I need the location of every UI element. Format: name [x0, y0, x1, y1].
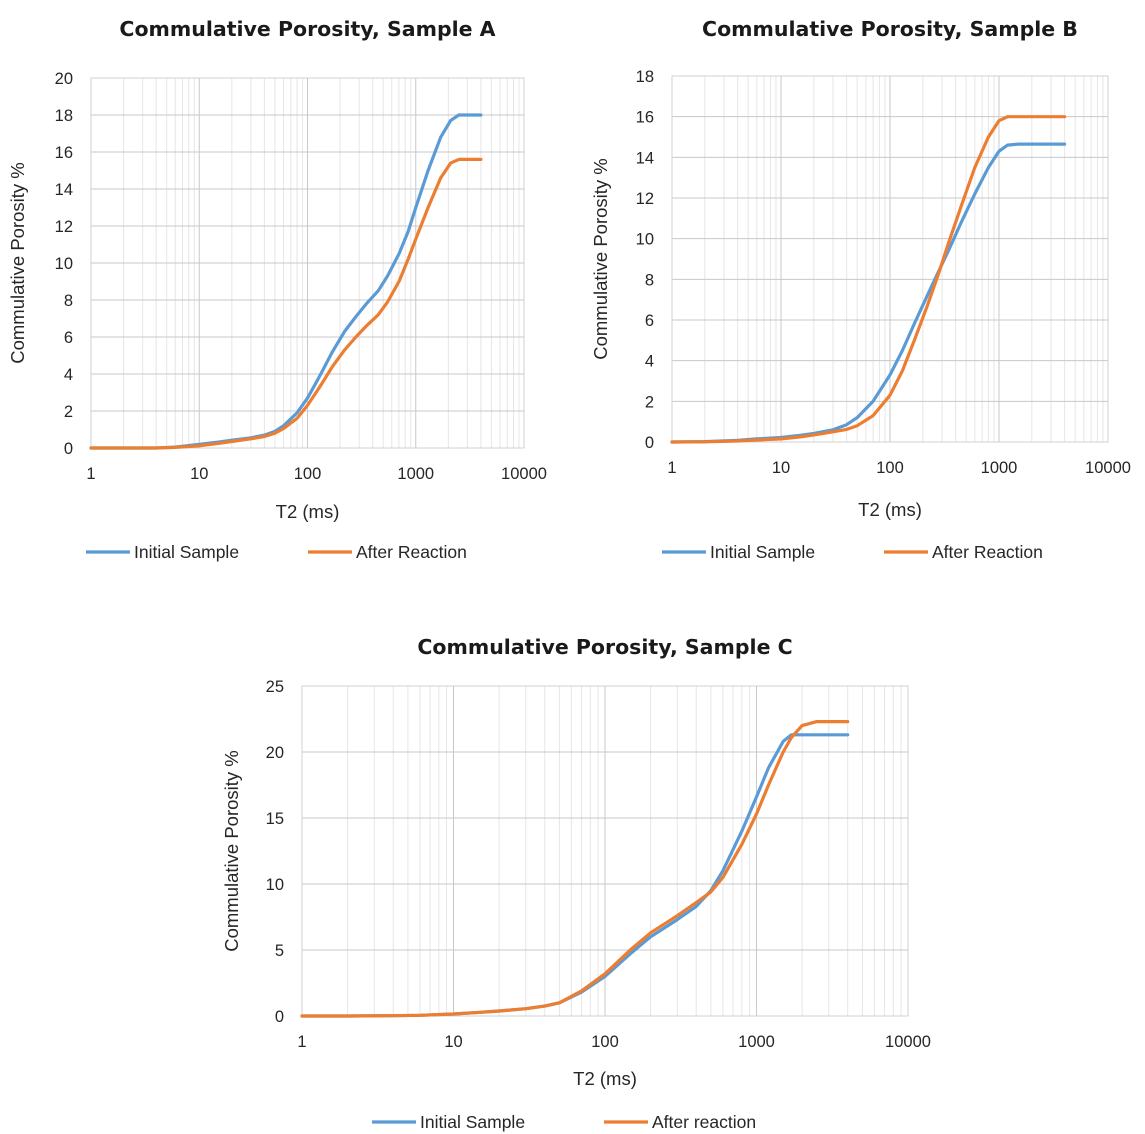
y-tick-label: 15	[266, 810, 284, 828]
y-tick-label: 8	[64, 292, 73, 310]
x-axis-label: T2 (ms)	[858, 499, 922, 520]
series-line-initial-sample	[670, 142, 1067, 444]
y-tick-label: 18	[636, 68, 654, 86]
x-tick-label: 1	[297, 1033, 306, 1051]
x-tick-label: 1	[86, 465, 95, 483]
x-tick-label: 10	[190, 465, 208, 483]
legend-label: After reaction	[652, 1112, 756, 1132]
y-tick-label: 10	[266, 876, 284, 894]
series-line-after-reaction	[89, 157, 483, 450]
chart-sample-a-svg: Commulative Porosity, Sample A 0 2 4 6 8 10 12 1…	[7, 17, 547, 562]
series-line-initial-sample	[89, 113, 483, 450]
y-tick-label: 4	[64, 366, 73, 384]
legend: Initial Sample After reaction	[372, 1112, 756, 1132]
chart-title: Commulative Porosity, Sample A	[119, 17, 495, 41]
y-tick-label: 14	[636, 149, 654, 167]
chart-sample-c-svg: Commulative Porosity, Sample C 0 5 10 15 20 25…	[221, 635, 931, 1132]
legend: Initial Sample After Reaction	[662, 542, 1043, 562]
x-tick-label: 10000	[885, 1033, 931, 1051]
legend-label: Initial Sample	[710, 542, 815, 562]
chart-sample-c: Commulative Porosity, Sample C 0 5 10 15 20 25…	[0, 620, 1145, 1134]
legend-label: After Reaction	[356, 542, 467, 562]
plot-frame	[90, 77, 525, 449]
y-tick-label: 16	[55, 144, 73, 162]
plot-grid	[301, 685, 909, 1017]
legend-label: Initial Sample	[134, 542, 239, 562]
y-tick-label: 5	[275, 942, 284, 960]
chart-sample-b: Commulative Porosity, Sample B 0 2 4 6 8 10 12 1…	[572, 0, 1145, 590]
y-tick-label: 4	[645, 353, 654, 371]
x-tick-label: 10000	[501, 465, 547, 483]
x-tick-label: 1	[667, 459, 676, 477]
x-tick-label: 10	[444, 1033, 462, 1051]
y-tick-label: 20	[266, 744, 284, 762]
x-tick-label: 1000	[981, 459, 1018, 477]
y-tick-label: 0	[64, 440, 73, 458]
series-line-after-reaction	[300, 719, 850, 1018]
y-tick-label: 8	[645, 271, 654, 289]
x-axis-label: T2 (ms)	[276, 501, 340, 522]
x-tick-label: 100	[294, 465, 322, 483]
y-tick-label: 20	[55, 70, 73, 88]
y-tick-label: 16	[636, 109, 654, 127]
x-tick-label: 100	[591, 1033, 619, 1051]
plot-grid	[671, 75, 1109, 443]
x-tick-label: 100	[876, 459, 904, 477]
x-axis-label: T2 (ms)	[573, 1068, 637, 1089]
y-axis-label: Commulative Porosity %	[590, 158, 611, 360]
x-tick-label: 10	[772, 459, 790, 477]
x-tick-label: 1000	[397, 465, 434, 483]
chart-title: Commulative Porosity, Sample C	[417, 635, 792, 659]
legend: Initial Sample After Reaction	[86, 542, 467, 562]
x-tick-label: 10000	[1085, 459, 1131, 477]
y-tick-label: 6	[645, 312, 654, 330]
chart-sample-a: Commulative Porosity, Sample A 0 2 4 6 8 10 12 1…	[0, 0, 572, 590]
plot-frame	[301, 685, 909, 1017]
series-line-initial-sample	[300, 733, 850, 1018]
y-tick-label: 12	[55, 218, 73, 236]
series-line-after-reaction	[670, 115, 1067, 444]
y-axis-label: Commulative Porosity %	[7, 162, 28, 364]
y-tick-label: 14	[55, 181, 73, 199]
x-tick-label: 1000	[738, 1033, 775, 1051]
legend-label: Initial Sample	[420, 1112, 525, 1132]
y-tick-label: 0	[275, 1008, 284, 1026]
y-tick-label: 10	[636, 231, 654, 249]
plot-frame	[671, 75, 1109, 443]
y-tick-label: 6	[64, 329, 73, 347]
y-tick-label: 2	[64, 403, 73, 421]
chart-title: Commulative Porosity, Sample B	[702, 17, 1078, 41]
y-axis-label: Commulative Porosity %	[221, 750, 242, 952]
plot-grid	[90, 77, 525, 449]
legend-label: After Reaction	[932, 542, 1043, 562]
y-tick-label: 2	[645, 393, 654, 411]
y-tick-label: 12	[636, 190, 654, 208]
y-tick-label: 10	[55, 255, 73, 273]
chart-sample-b-svg: Commulative Porosity, Sample B 0 2 4 6 8 10 12 1…	[590, 17, 1131, 562]
y-tick-label: 18	[55, 107, 73, 125]
y-tick-label: 0	[645, 434, 654, 452]
y-tick-label: 25	[266, 678, 284, 696]
